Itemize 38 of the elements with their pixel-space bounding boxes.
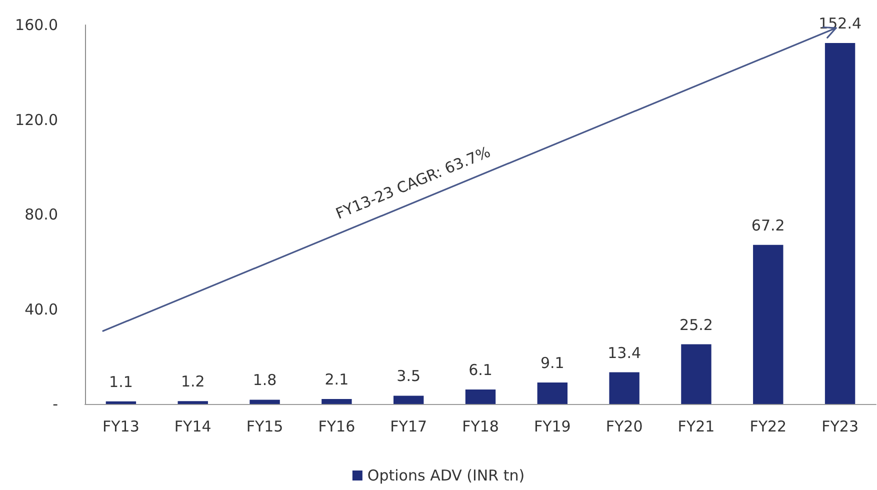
y-tick-label: 120.0 xyxy=(15,110,58,129)
bar xyxy=(322,399,352,404)
x-tick-label: FY14 xyxy=(174,418,212,436)
y-tick-label: - xyxy=(52,395,58,413)
bar xyxy=(250,400,280,404)
data-label: 67.2 xyxy=(751,216,785,234)
data-label: 13.4 xyxy=(608,344,642,362)
x-tick-label: FY18 xyxy=(462,418,499,436)
y-tick-label: 160.0 xyxy=(15,16,58,34)
bar xyxy=(609,372,640,404)
x-tick-label: FY20 xyxy=(606,418,643,436)
bar xyxy=(753,244,784,404)
data-label: 1.1 xyxy=(109,372,133,391)
bar xyxy=(681,344,712,404)
bar xyxy=(537,382,568,404)
bar xyxy=(465,390,496,404)
data-label: 9.1 xyxy=(540,354,564,372)
x-tick-label: FY15 xyxy=(246,418,284,436)
x-tick-label: FY23 xyxy=(822,418,858,436)
x-tick-label: FY19 xyxy=(534,418,571,436)
data-label: 2.1 xyxy=(324,370,349,389)
x-tick-label: FY16 xyxy=(318,418,356,436)
data-label: 1.2 xyxy=(180,372,205,391)
y-tick-label: 40.0 xyxy=(24,300,58,318)
data-label: 1.8 xyxy=(252,371,277,390)
bar xyxy=(393,396,424,404)
bar xyxy=(824,43,856,404)
x-tick-label: FY22 xyxy=(750,418,787,436)
data-label: 6.1 xyxy=(468,361,492,380)
y-tick-label: 80.0 xyxy=(24,206,58,224)
x-tick-label: FY13 xyxy=(102,418,140,436)
x-tick-label: FY21 xyxy=(678,418,715,436)
data-label: 25.2 xyxy=(680,316,713,334)
x-tick-label: FY17 xyxy=(390,418,428,436)
bar xyxy=(106,401,136,404)
bar xyxy=(178,401,208,404)
data-label: 3.5 xyxy=(396,367,421,386)
legend-label: Options ADV (INR tn) xyxy=(367,466,525,484)
